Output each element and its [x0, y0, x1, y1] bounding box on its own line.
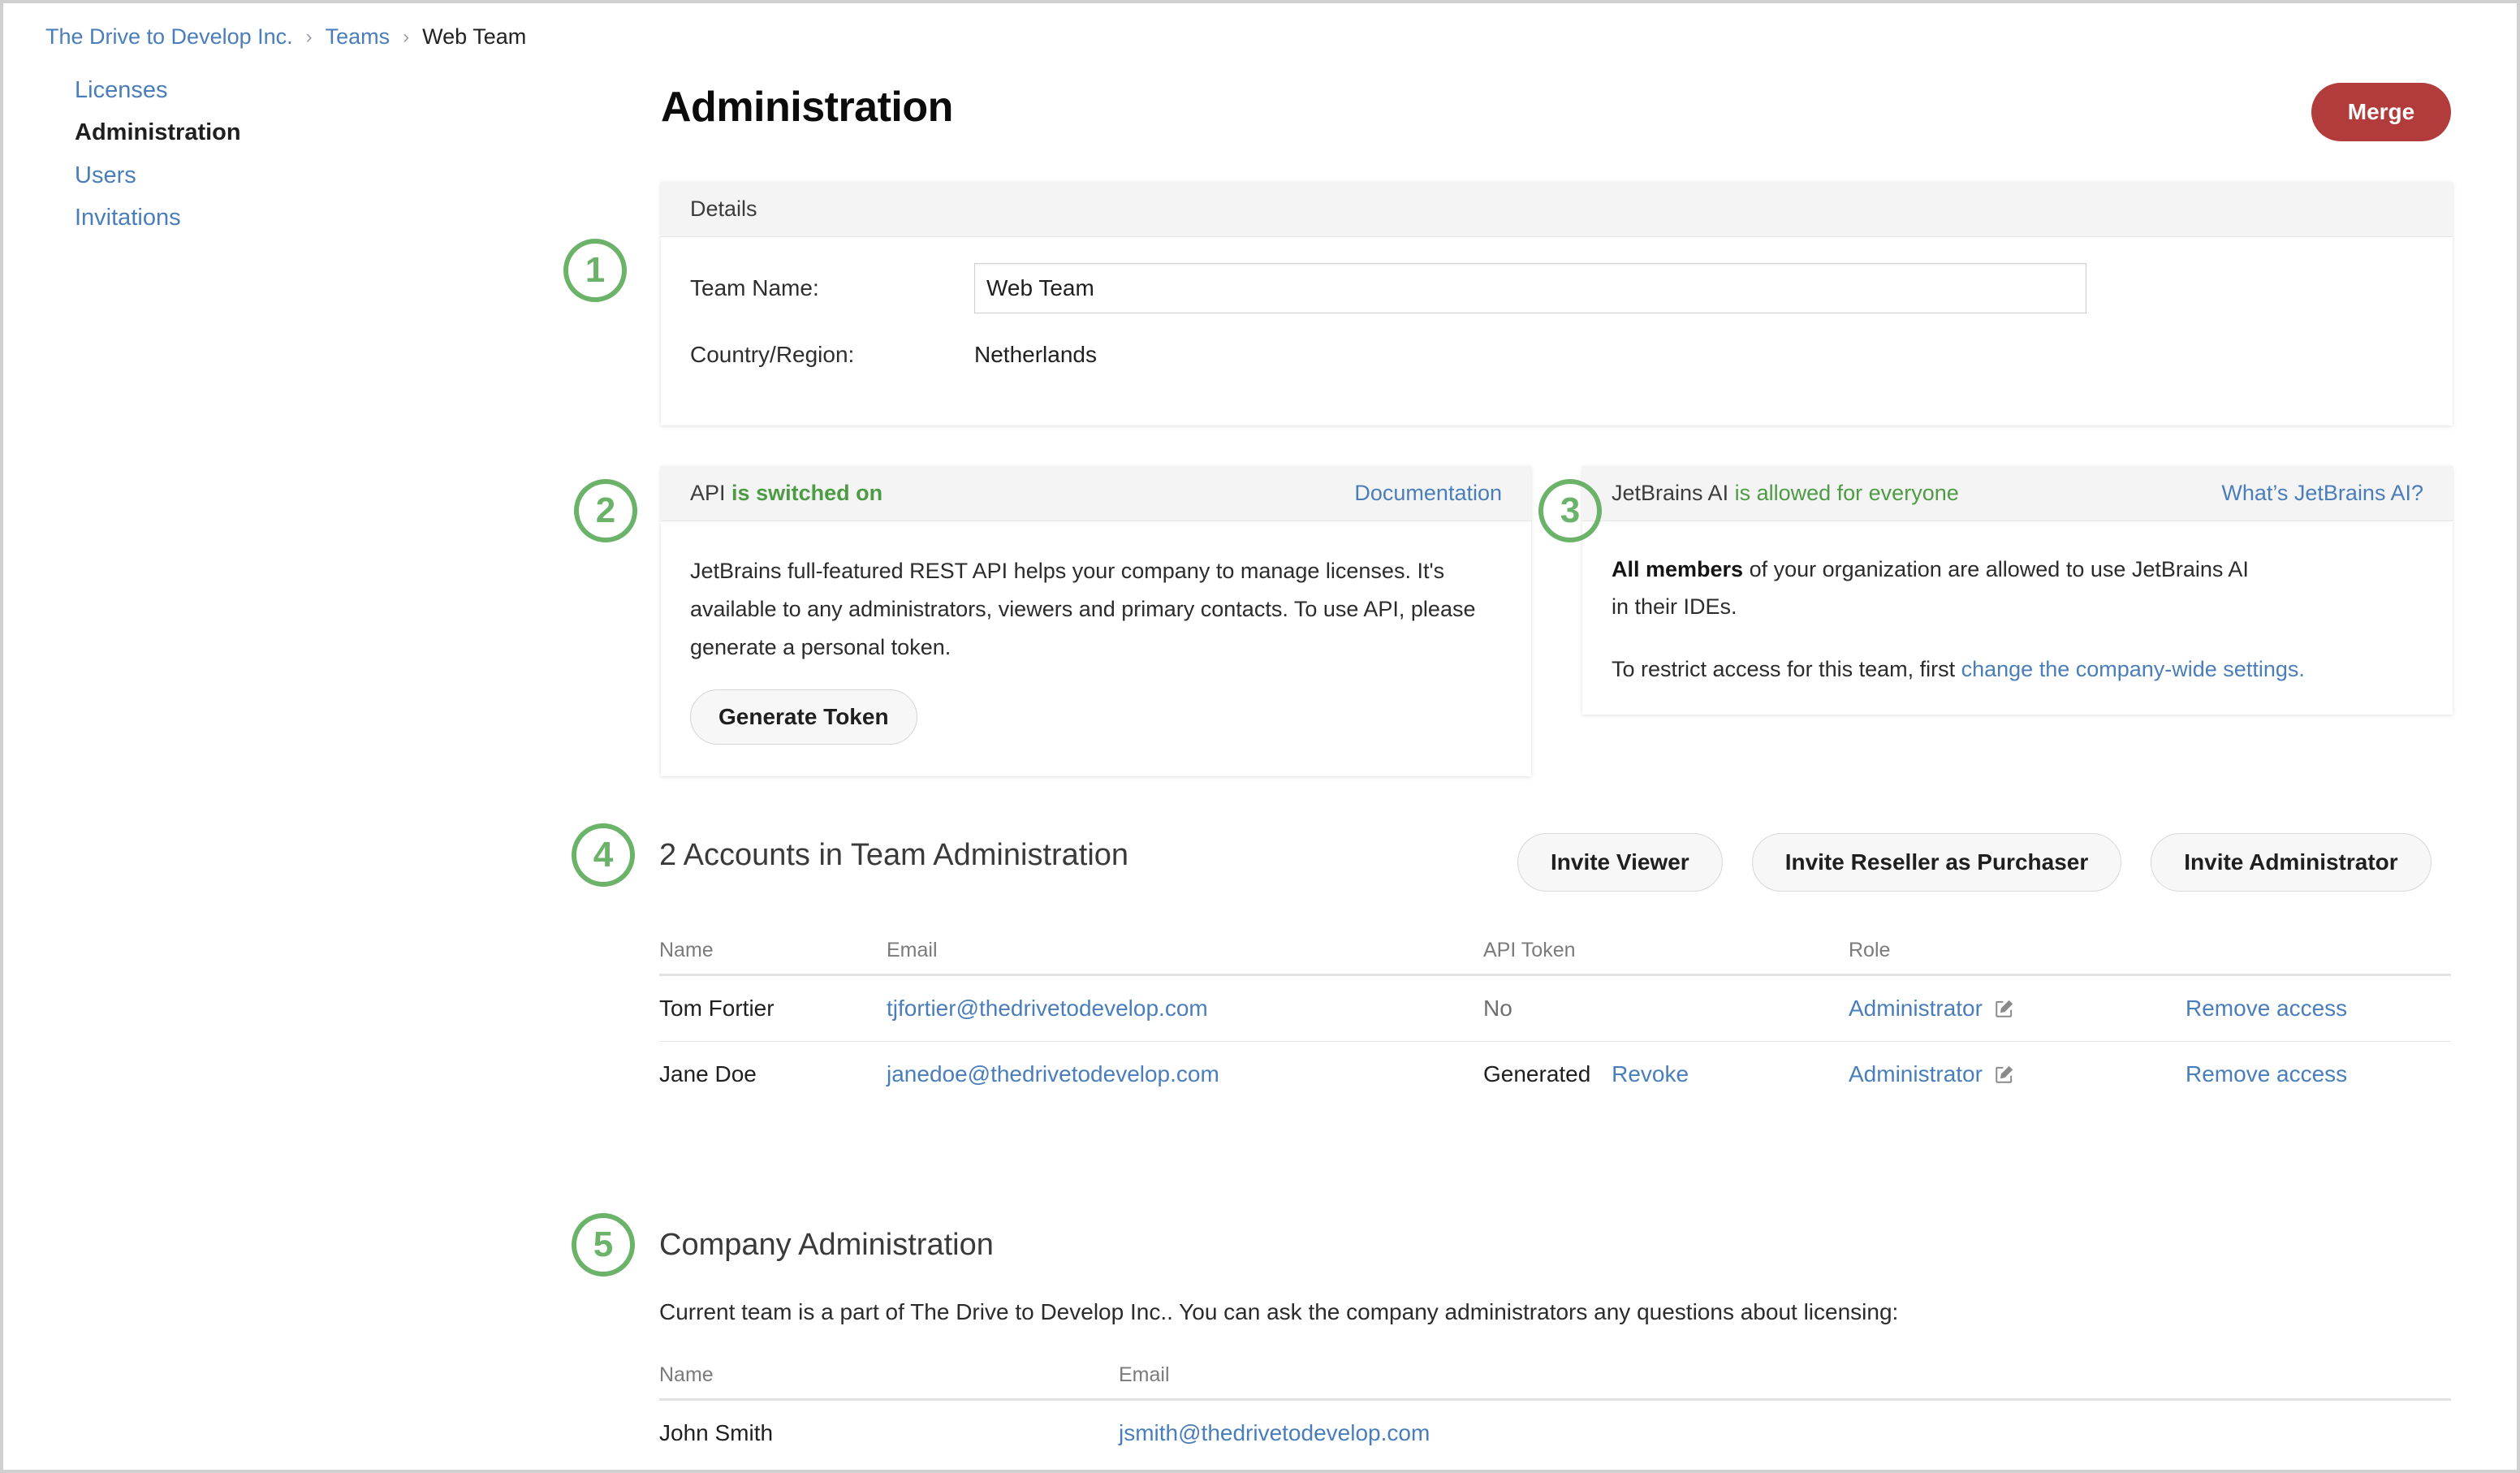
api-status-badge: is switched on: [731, 481, 883, 505]
callout-marker-1: 1: [563, 239, 627, 302]
details-card-header: Details: [661, 182, 2453, 237]
table-row: John Smith jsmith@thedrivetodevelop.com: [659, 1400, 2451, 1467]
col-api-token: API Token: [1483, 939, 1849, 976]
breadcrumb-company[interactable]: The Drive to Develop Inc.: [45, 24, 293, 49]
breadcrumb-teams[interactable]: Teams: [325, 24, 391, 49]
chevron-right-icon: ›: [403, 25, 410, 48]
account-name: Tom Fortier: [659, 974, 887, 1042]
api-status-text: API is switched on: [690, 481, 882, 506]
revoke-token-link[interactable]: Revoke: [1612, 1061, 1689, 1086]
remove-access-link[interactable]: Remove access: [2186, 1061, 2348, 1086]
country-region-value: Netherlands: [974, 342, 1097, 367]
edit-icon[interactable]: [1994, 1064, 2015, 1085]
company-admin-email-link[interactable]: jsmith@thedrivetodevelop.com: [1119, 1420, 1430, 1445]
account-email-link[interactable]: tjfortier@thedrivetodevelop.com: [887, 996, 1208, 1021]
col-email: Email: [887, 939, 1483, 976]
ai-allowed-rest: of your organization are allowed to use …: [1743, 557, 2249, 581]
sidebar-item-licenses[interactable]: Licenses: [75, 77, 168, 103]
sidebar-nav: Licenses Administration Users Invitation…: [75, 78, 241, 231]
whats-jetbrains-ai-link[interactable]: What’s JetBrains AI?: [2221, 481, 2423, 505]
ai-status-badge: is allowed for everyone: [1734, 481, 1959, 505]
callout-marker-2: 2: [574, 479, 637, 542]
callout-marker-5: 5: [572, 1213, 635, 1276]
callout-marker-4: 4: [572, 823, 635, 887]
company-note: Current team is a part of The Drive to D…: [659, 1299, 1899, 1324]
team-name-input[interactable]: [974, 263, 2086, 313]
col-email: Email: [1119, 1363, 2451, 1401]
ai-card-body: All members of your organization are all…: [1582, 521, 2453, 688]
team-name-row: Team Name:: [690, 263, 2086, 313]
col-actions: [2186, 939, 2451, 976]
api-card-body: JetBrains full-featured REST API helps y…: [661, 521, 1531, 745]
sidebar-item-invitations[interactable]: Invitations: [75, 205, 181, 231]
col-name: Name: [659, 939, 887, 976]
team-name-label: Team Name:: [690, 275, 819, 300]
ai-status-text: JetBrains AI is allowed for everyone: [1612, 481, 1959, 506]
country-region-row: Country/Region: Netherlands: [690, 342, 1097, 368]
page-title: Administration: [661, 84, 953, 131]
details-card: Details Team Name: Country/Region: Nethe…: [661, 182, 2453, 425]
accounts-section-title: 2 Accounts in Team Administration: [659, 838, 1129, 872]
ai-restrict-lead: To restrict access for this team, first: [1612, 656, 1961, 681]
ai-restrict-text: To restrict access for this team, first …: [1612, 650, 2423, 688]
api-documentation-link[interactable]: Documentation: [1354, 481, 1502, 505]
company-wide-settings-link[interactable]: change the company-wide settings.: [1961, 656, 2305, 681]
company-admin-name: John Smith: [659, 1420, 774, 1445]
api-card-header: API is switched on Documentation: [661, 466, 1531, 521]
sidebar-item-administration[interactable]: Administration: [75, 119, 241, 146]
api-label: API: [690, 481, 726, 505]
table-row: Tom Fortier tjfortier@thedrivetodevelop.…: [659, 974, 2451, 1042]
country-region-label: Country/Region:: [690, 342, 855, 367]
company-table-header-row: Name Email: [659, 1363, 2451, 1401]
details-card-title: Details: [690, 197, 757, 221]
remove-access-link[interactable]: Remove access: [2186, 996, 2348, 1021]
ai-all-members-emphasis: All members: [1612, 557, 1744, 581]
ai-label: JetBrains AI: [1612, 481, 1729, 505]
invite-administrator-button[interactable]: Invite Administrator: [2151, 833, 2432, 892]
account-name: Jane Doe: [659, 1061, 757, 1086]
company-section-title: Company Administration: [659, 1228, 994, 1262]
account-api-token-state: Generated: [1483, 1061, 1591, 1086]
account-role-link[interactable]: Administrator: [1849, 996, 1983, 1021]
account-api-token-state: No: [1483, 996, 1512, 1021]
account-email-link[interactable]: janedoe@thedrivetodevelop.com: [887, 1061, 1219, 1086]
ai-allowed-line2: in their IDEs.: [1612, 594, 1737, 620]
invite-viewer-button[interactable]: Invite Viewer: [1517, 833, 1723, 892]
ai-allowed-text: All members of your organization are all…: [1612, 551, 2423, 626]
edit-icon[interactable]: [1994, 998, 2015, 1019]
accounts-table-header-row: Name Email API Token Role: [659, 939, 2451, 976]
sidebar-item-users[interactable]: Users: [75, 162, 136, 188]
jetbrains-ai-card: JetBrains AI is allowed for everyone Wha…: [1582, 466, 2453, 715]
breadcrumb-current: Web Team: [422, 24, 527, 49]
table-row: Jane Doe janedoe@thedrivetodevelop.com G…: [659, 1042, 2451, 1108]
api-description: JetBrains full-featured REST API helps y…: [690, 559, 1476, 659]
merge-button[interactable]: Merge: [2311, 83, 2451, 141]
account-role-link[interactable]: Administrator: [1849, 1061, 1983, 1086]
generate-token-button[interactable]: Generate Token: [690, 689, 917, 745]
invite-reseller-as-purchaser-button[interactable]: Invite Reseller as Purchaser: [1751, 833, 2122, 892]
breadcrumb: The Drive to Develop Inc. › Teams › Web …: [45, 24, 526, 50]
invite-button-group: Invite Viewer Invite Reseller as Purchas…: [1517, 833, 2432, 892]
chevron-right-icon: ›: [305, 25, 313, 48]
accounts-table: Name Email API Token Role Tom Fortier tj…: [659, 939, 2451, 1107]
col-name: Name: [659, 1363, 1119, 1401]
company-admins-table: Name Email John Smith jsmith@thedrivetod…: [659, 1363, 2451, 1466]
api-card: API is switched on Documentation JetBrai…: [661, 466, 1531, 776]
col-role: Role: [1849, 939, 2186, 976]
ai-card-header: JetBrains AI is allowed for everyone Wha…: [1582, 466, 2453, 521]
